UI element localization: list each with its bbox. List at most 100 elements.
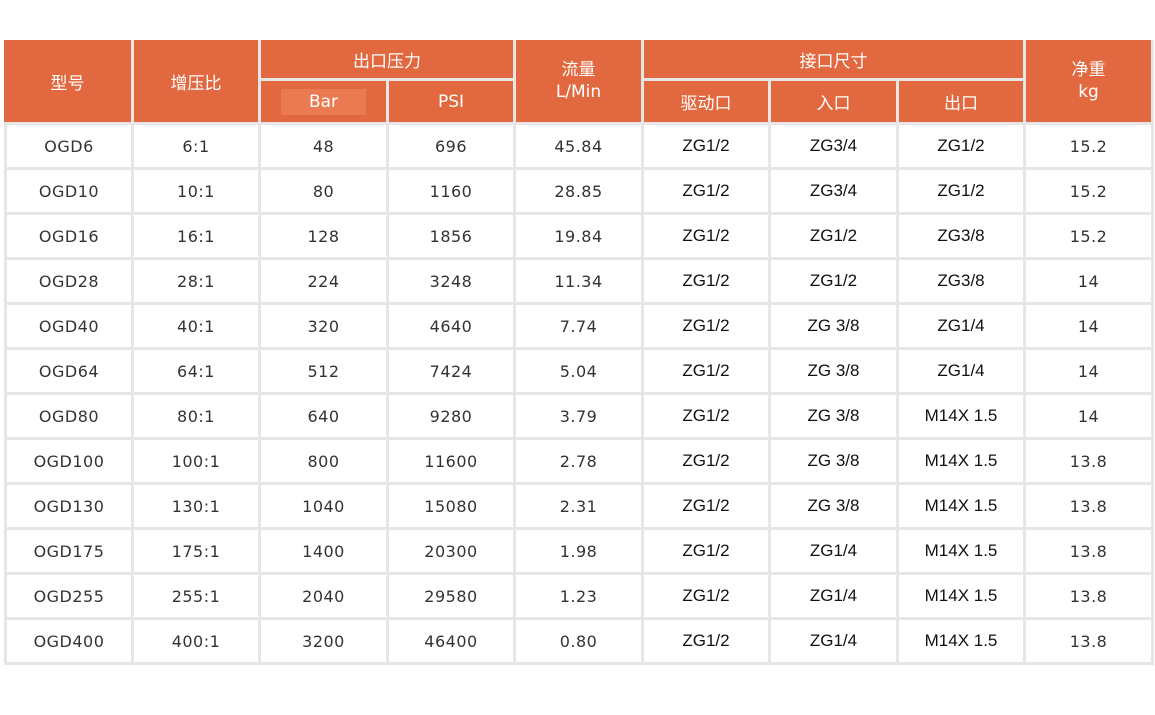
cell-ratio: 10:1	[134, 170, 261, 215]
cell-inlet: ZG1/2	[771, 215, 899, 260]
cell-model: OGD100	[4, 440, 134, 485]
cell-inlet: ZG1/4	[771, 620, 899, 665]
cell-outlet: M14X 1.5	[899, 485, 1027, 530]
cell-drive-port: ZG1/2	[644, 350, 771, 395]
cell-outlet: M14X 1.5	[899, 530, 1027, 575]
cell-weight: 14	[1026, 395, 1155, 440]
cell-outlet: ZG3/8	[899, 260, 1027, 305]
cell-model: OGD175	[4, 530, 134, 575]
cell-model: OGD6	[4, 125, 134, 170]
cell-ratio: 64:1	[134, 350, 261, 395]
cell-drive-port: ZG1/2	[644, 575, 771, 620]
cell-flow: 1.98	[516, 530, 644, 575]
header-psi: PSI	[389, 81, 516, 125]
cell-model: OGD130	[4, 485, 134, 530]
cell-psi: 1856	[389, 215, 516, 260]
cell-drive-port: ZG1/2	[644, 395, 771, 440]
table-row: OGD400 400:1 3200 46400 0.80 ZG1/2 ZG1/4…	[4, 620, 1155, 665]
cell-ratio: 130:1	[134, 485, 261, 530]
cell-inlet: ZG 3/8	[771, 440, 899, 485]
table-row: OGD100 100:1 800 11600 2.78 ZG1/2 ZG 3/8…	[4, 440, 1155, 485]
cell-psi: 4640	[389, 305, 516, 350]
table-row: OGD175 175:1 1400 20300 1.98 ZG1/2 ZG1/4…	[4, 530, 1155, 575]
cell-drive-port: ZG1/2	[644, 485, 771, 530]
cell-outlet: ZG3/8	[899, 215, 1027, 260]
cell-flow: 7.74	[516, 305, 644, 350]
header-outlet: 出口	[899, 81, 1027, 125]
cell-psi: 46400	[389, 620, 516, 665]
cell-flow: 1.23	[516, 575, 644, 620]
table-row: OGD64 64:1 512 7424 5.04 ZG1/2 ZG 3/8 ZG…	[4, 350, 1155, 395]
cell-outlet: M14X 1.5	[899, 620, 1027, 665]
table-row: OGD16 16:1 128 1856 19.84 ZG1/2 ZG1/2 ZG…	[4, 215, 1155, 260]
table-row: OGD6 6:1 48 696 45.84 ZG1/2 ZG3/4 ZG1/2 …	[4, 125, 1155, 170]
cell-bar: 512	[261, 350, 389, 395]
header-row-top: 型号 增压比 出口压力 流量 L/Min 接口尺寸 净重 kg	[4, 40, 1155, 125]
header-model: 型号	[4, 40, 134, 125]
cell-inlet: ZG1/4	[771, 530, 899, 575]
table-row: OGD255 255:1 2040 29580 1.23 ZG1/2 ZG1/4…	[4, 575, 1155, 620]
header-flow: 流量 L/Min	[516, 40, 644, 125]
cell-bar: 128	[261, 215, 389, 260]
cell-model: OGD28	[4, 260, 134, 305]
cell-drive-port: ZG1/2	[644, 215, 771, 260]
table-row: OGD28 28:1 224 3248 11.34 ZG1/2 ZG1/2 ZG…	[4, 260, 1155, 305]
cell-outlet: ZG1/4	[899, 305, 1027, 350]
cell-drive-port: ZG1/2	[644, 125, 771, 170]
cell-flow: 3.79	[516, 395, 644, 440]
cell-ratio: 100:1	[134, 440, 261, 485]
cell-weight: 15.2	[1026, 215, 1155, 260]
table-row: OGD80 80:1 640 9280 3.79 ZG1/2 ZG 3/8 M1…	[4, 395, 1155, 440]
cell-ratio: 40:1	[134, 305, 261, 350]
cell-bar: 1400	[261, 530, 389, 575]
header-drive-port: 驱动口	[644, 81, 771, 125]
cell-weight: 15.2	[1026, 125, 1155, 170]
cell-weight: 14	[1026, 350, 1155, 395]
cell-outlet: ZG1/4	[899, 350, 1027, 395]
cell-flow: 11.34	[516, 260, 644, 305]
cell-weight: 14	[1026, 305, 1155, 350]
cell-weight: 15.2	[1026, 170, 1155, 215]
cell-drive-port: ZG1/2	[644, 305, 771, 350]
cell-ratio: 400:1	[134, 620, 261, 665]
table-body: OGD6 6:1 48 696 45.84 ZG1/2 ZG3/4 ZG1/2 …	[4, 125, 1155, 665]
cell-inlet: ZG3/4	[771, 125, 899, 170]
cell-psi: 9280	[389, 395, 516, 440]
cell-inlet: ZG1/2	[771, 260, 899, 305]
header-outlet-pressure: 出口压力	[261, 40, 516, 81]
cell-flow: 2.31	[516, 485, 644, 530]
cell-drive-port: ZG1/2	[644, 620, 771, 665]
cell-flow: 45.84	[516, 125, 644, 170]
header-flow-unit: L/Min	[555, 82, 602, 102]
booster-spec-table: 型号 增压比 出口压力 流量 L/Min 接口尺寸 净重 kg Bar PSI …	[4, 40, 1155, 665]
cell-bar: 80	[261, 170, 389, 215]
cell-ratio: 28:1	[134, 260, 261, 305]
cell-flow: 19.84	[516, 215, 644, 260]
cell-weight: 13.8	[1026, 530, 1155, 575]
cell-ratio: 16:1	[134, 215, 261, 260]
header-row-sub: Bar PSI 驱动口 入口 出口	[4, 81, 1154, 125]
cell-psi: 7424	[389, 350, 516, 395]
cell-inlet: ZG 3/8	[771, 305, 899, 350]
table-row: OGD10 10:1 80 1160 28.85 ZG1/2 ZG3/4 ZG1…	[4, 170, 1155, 215]
cell-psi: 29580	[389, 575, 516, 620]
header-inlet: 入口	[771, 81, 899, 125]
header-flow-label: 流量	[561, 60, 596, 80]
table-row: OGD40 40:1 320 4640 7.74 ZG1/2 ZG 3/8 ZG…	[4, 305, 1155, 350]
cell-outlet: M14X 1.5	[899, 395, 1027, 440]
cell-ratio: 80:1	[134, 395, 261, 440]
cell-weight: 13.8	[1026, 620, 1155, 665]
cell-bar: 3200	[261, 620, 389, 665]
cell-weight: 14	[1026, 260, 1155, 305]
header-weight-label: 净重	[1071, 60, 1106, 80]
spec-table-container: 型号 增压比 出口压力 流量 L/Min 接口尺寸 净重 kg Bar PSI …	[4, 40, 1155, 665]
cell-outlet: M14X 1.5	[899, 440, 1027, 485]
cell-model: OGD16	[4, 215, 134, 260]
cell-ratio: 255:1	[134, 575, 261, 620]
cell-outlet: ZG1/2	[899, 125, 1027, 170]
cell-flow: 0.80	[516, 620, 644, 665]
cell-drive-port: ZG1/2	[644, 170, 771, 215]
cell-inlet: ZG 3/8	[771, 350, 899, 395]
cell-drive-port: ZG1/2	[644, 260, 771, 305]
cell-bar: 224	[261, 260, 389, 305]
